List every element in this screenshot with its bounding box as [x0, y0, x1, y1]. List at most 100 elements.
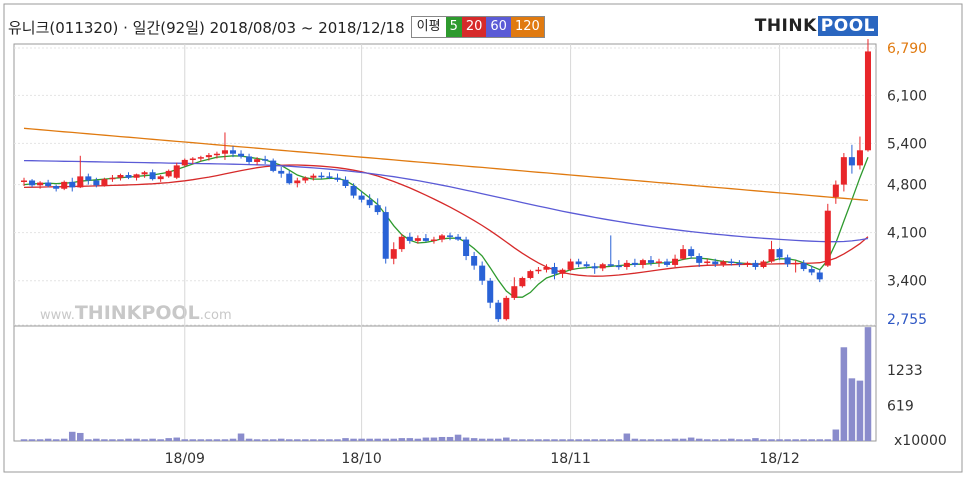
candle-body	[326, 176, 333, 178]
volume-bar	[398, 438, 406, 441]
candle	[21, 177, 28, 186]
candle	[133, 173, 140, 181]
volume-bar	[511, 439, 518, 441]
candle-body	[197, 157, 204, 159]
candle	[85, 173, 92, 185]
candle-body	[551, 266, 558, 274]
candle-body	[728, 261, 735, 263]
candle	[575, 258, 582, 267]
volume-bar	[527, 439, 534, 441]
candle	[165, 169, 172, 178]
volume-bar	[800, 439, 807, 441]
volume-bar	[68, 431, 76, 441]
candle	[93, 177, 100, 188]
candle	[760, 260, 767, 269]
candle-body	[567, 261, 574, 270]
candle	[655, 258, 663, 267]
candle	[29, 179, 36, 188]
volume-bar	[478, 438, 486, 441]
candle-body	[238, 153, 245, 157]
candle-body	[85, 176, 92, 181]
volume-bar	[52, 439, 60, 441]
candle-body	[149, 172, 156, 180]
candle	[125, 172, 132, 180]
candle	[720, 260, 727, 267]
candle-body	[37, 182, 44, 186]
volume-bar	[390, 438, 398, 441]
candle	[631, 258, 638, 267]
volume-bar	[245, 438, 253, 441]
candle	[527, 269, 534, 280]
candle-body	[647, 260, 654, 263]
candle-body	[334, 177, 341, 180]
volume-bar	[519, 439, 526, 441]
candle	[229, 146, 237, 158]
candle-body	[447, 235, 454, 237]
volume-bar	[551, 439, 558, 441]
candle	[816, 269, 823, 283]
candle-body	[672, 258, 679, 265]
candle-body	[840, 157, 847, 185]
volume-bar	[93, 438, 100, 441]
candle-body	[559, 269, 566, 274]
candle-body	[784, 257, 791, 265]
candle-body	[69, 181, 76, 188]
candle-body	[286, 173, 293, 184]
volume-bar	[430, 437, 438, 441]
candle-body	[591, 266, 598, 269]
candle-body	[406, 236, 413, 241]
x-tick-label: 18/11	[550, 451, 590, 467]
volume-bar	[85, 439, 92, 441]
candle-body	[487, 280, 494, 303]
volume-bar	[711, 439, 719, 441]
volume-bar	[703, 439, 711, 441]
ma-legend-20[interactable]: 20	[461, 17, 487, 37]
volume-bar	[679, 438, 687, 441]
ma-legend-120[interactable]: 120	[510, 17, 544, 37]
candle	[776, 247, 783, 261]
candle-body	[350, 185, 357, 196]
volume-bar	[205, 439, 213, 441]
candle	[69, 177, 76, 192]
y-tick-label: 3,400	[887, 274, 927, 290]
volume-bar	[406, 438, 414, 441]
candle	[149, 169, 156, 181]
candle-body	[583, 264, 590, 267]
candle-body	[390, 249, 397, 259]
x-tick-label: 18/10	[341, 451, 381, 467]
ma-legend-5[interactable]: 5	[445, 17, 462, 37]
volume-bar	[20, 439, 28, 441]
volume-bar	[422, 437, 430, 441]
candle	[294, 177, 301, 188]
y-tick-label: 2,755	[887, 312, 927, 328]
volume-bar	[60, 438, 68, 441]
candle	[197, 155, 204, 162]
candle-body	[45, 182, 52, 186]
candle-body	[631, 262, 638, 265]
y-tick-label: 4,100	[887, 226, 927, 242]
candle	[318, 172, 325, 180]
ma-legend-60[interactable]: 60	[486, 17, 511, 37]
candle-body	[664, 261, 671, 265]
volume-bar	[615, 439, 623, 441]
candle	[350, 183, 357, 199]
volume-bar	[583, 439, 590, 441]
ma-legend-label: 이평	[411, 17, 446, 37]
candle	[310, 173, 317, 181]
candle-body	[101, 179, 108, 186]
candle	[37, 181, 44, 189]
volume-bar	[607, 439, 615, 441]
candle	[238, 150, 245, 159]
candle	[503, 295, 510, 321]
candle-body	[189, 158, 196, 161]
volume-bar	[446, 436, 454, 441]
y-tick-label: 6,100	[887, 88, 927, 104]
candle-body	[736, 262, 743, 265]
candle	[262, 155, 269, 165]
candle	[246, 153, 253, 165]
candle	[141, 170, 148, 178]
candle-body	[479, 265, 486, 281]
candle	[463, 236, 470, 261]
ma5-line	[23, 155, 869, 298]
candle	[792, 260, 799, 273]
